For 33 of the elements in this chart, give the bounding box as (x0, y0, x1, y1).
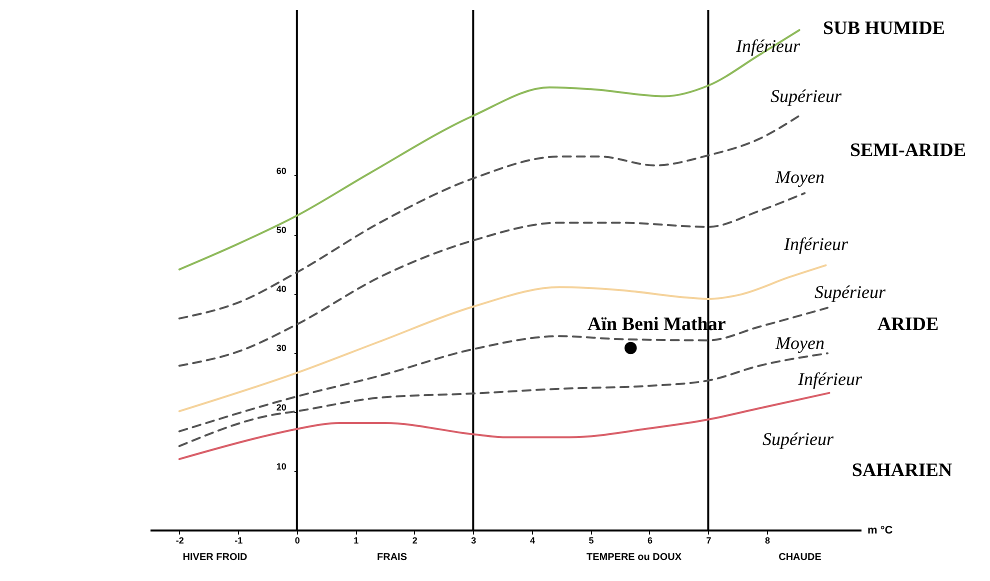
x-tick-label: -2 (176, 536, 184, 546)
y-tick-label: 60 (276, 166, 286, 176)
x-tick-label: 5 (588, 536, 594, 546)
annotation: SUB HUMIDE (823, 18, 945, 39)
y-tick-label: 40 (276, 284, 286, 294)
y-tick-label: 30 (276, 343, 286, 354)
text: TEMPERE ou DOUX (586, 552, 682, 563)
x-tick-label: -1 (234, 536, 243, 546)
x-tick-label: 8 (764, 536, 770, 546)
x-tick-label: 3 (471, 536, 476, 546)
text: FRAIS (377, 552, 408, 563)
annotation: Moyen (774, 167, 824, 187)
text: HIVER FROID (182, 552, 248, 563)
x-tick-label: 1 (354, 536, 359, 546)
x-tick-label: 0 (294, 536, 300, 546)
y-tick-label: 50 (276, 225, 286, 236)
annotation: Supérieur (770, 86, 842, 106)
annotation: Moyen (774, 333, 824, 353)
annotation: SAHARIEN (852, 460, 952, 481)
x-tick-label: 2 (412, 536, 418, 546)
y-tick-label: 20 (276, 402, 286, 412)
annotation: Inférieur (783, 234, 849, 254)
x-axis-title: m °C (868, 524, 893, 536)
x-tick-label: 7 (706, 536, 712, 546)
x-tick-label: 6 (647, 536, 652, 546)
annotation: Inférieur (797, 369, 863, 389)
annotation: SEMI-ARIDE (850, 140, 966, 161)
y-tick-label: 10 (276, 461, 286, 472)
text: CHAUDE (778, 552, 822, 563)
x-tick-label: 4 (530, 536, 535, 546)
annotation: Supérieur (762, 429, 834, 449)
annotation: Supérieur (814, 282, 886, 302)
text: ARIDE (877, 314, 939, 335)
